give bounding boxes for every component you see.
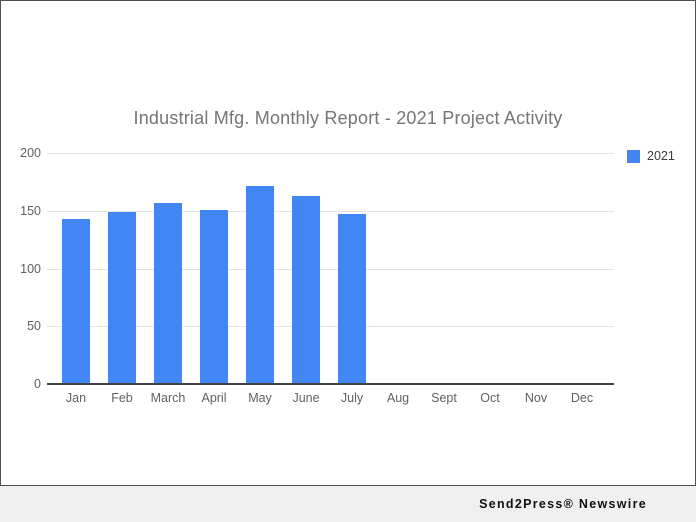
chart-title: Industrial Mfg. Monthly Report - 2021 Pr… xyxy=(133,108,563,128)
bar-july xyxy=(338,214,366,383)
bar-march xyxy=(154,202,182,383)
x-axis-tick-label: Nov xyxy=(524,391,548,405)
footer-brand: Send2Press® Newswire xyxy=(479,497,647,511)
x-axis-tick-label: Feb xyxy=(111,391,133,405)
gridline-50 xyxy=(47,326,614,328)
gridline-100 xyxy=(47,268,614,270)
bar-april xyxy=(200,209,228,383)
x-axis-tick-label: Sept xyxy=(431,391,457,405)
gridline-150 xyxy=(47,210,614,212)
legend-label: 2021 xyxy=(647,149,675,163)
x-axis-tick-label: Oct xyxy=(480,391,500,405)
y-axis-tick-label: 50 xyxy=(27,319,41,334)
y-axis-tick-label: 100 xyxy=(20,261,41,276)
x-axis-tick-label: Jan xyxy=(65,391,87,405)
y-axis-tick-label: 0 xyxy=(34,377,41,391)
plot-area: 0 50 100 150 200 Jan Feb March April May June July A… xyxy=(1,1,695,485)
x-axis-tick-label: March xyxy=(150,391,186,405)
x-axis-tick-label: June xyxy=(292,391,320,405)
legend-swatch-icon xyxy=(627,149,640,163)
gridline-0 xyxy=(47,383,614,385)
bar-may xyxy=(246,186,274,383)
footer-bar: Send2Press® Newswire xyxy=(0,486,696,522)
legend: 2021 xyxy=(627,149,675,163)
bar-feb xyxy=(108,211,136,383)
bar-june xyxy=(292,195,320,383)
x-axis-tick-label: May xyxy=(248,391,272,405)
chart-area: Industrial Mfg. Monthly Report - 2021 Pr… xyxy=(0,0,696,486)
y-axis-tick-label: 150 xyxy=(20,203,41,218)
x-axis-tick-label: April xyxy=(201,391,227,405)
bar-jan xyxy=(62,218,90,383)
gridline-200 xyxy=(47,153,614,154)
x-axis-tick-label: July xyxy=(340,391,364,405)
x-axis-tick-label: Dec xyxy=(570,391,594,405)
x-axis-tick-label: Aug xyxy=(386,391,410,405)
y-axis-tick-label: 200 xyxy=(20,146,41,160)
